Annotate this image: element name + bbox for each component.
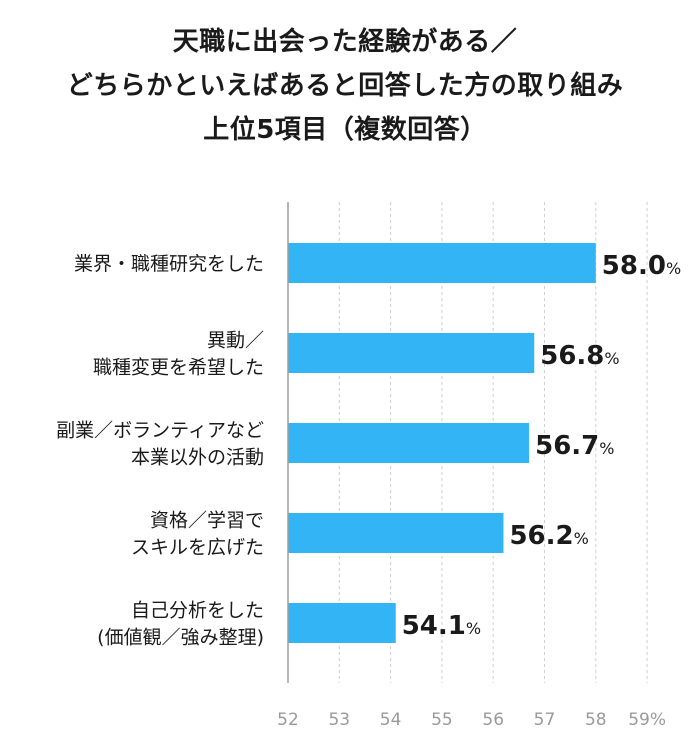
- bar-2: [288, 333, 535, 373]
- x-tick-label-6: 57: [534, 710, 556, 730]
- value-label-number: 58.0: [602, 251, 666, 281]
- value-label-unit: %: [599, 439, 614, 458]
- value-label-3: 56.7%: [535, 431, 614, 461]
- category-label-4-line-1: 資格／学習で: [150, 510, 264, 532]
- x-tick-label-2: 53: [328, 710, 350, 730]
- value-label-number: 56.7: [535, 431, 599, 461]
- value-label-unit: %: [604, 349, 619, 368]
- bar-1: [288, 243, 596, 283]
- value-label-number: 56.2: [509, 521, 573, 551]
- x-tick-label-3: 54: [380, 710, 402, 730]
- value-label-2: 56.8%: [540, 341, 619, 371]
- category-label-3-line-2: 本業以外の活動: [131, 447, 264, 469]
- x-tick-label-8: 59%: [628, 710, 666, 730]
- x-tick-label-7: 58: [585, 710, 607, 730]
- category-label-3-line-1: 副業／ボランティアなど: [56, 420, 264, 442]
- value-label-number: 56.8: [540, 341, 604, 371]
- value-label-unit: %: [466, 619, 481, 638]
- category-label-5-line-2: (価値観／強み整理): [97, 627, 264, 649]
- category-label-5-line-1: 自己分析をした: [131, 600, 264, 622]
- x-tick-label-5: 56: [482, 710, 504, 730]
- value-label-unit: %: [574, 529, 589, 548]
- value-label-1: 58.0%: [602, 251, 681, 281]
- x-tick-label-1: 52: [277, 710, 299, 730]
- bar-3: [288, 423, 530, 463]
- chart-title: 天職に出会った経験がある／ どちらかといえばあると回答した方の取り組み 上位5項…: [0, 20, 690, 152]
- category-label-1-line-1: 業界・職種研究をした: [74, 253, 264, 275]
- category-label-2-line-2: 職種変更を希望した: [93, 357, 264, 379]
- chart-title-line-1: 天職に出会った経験がある／: [172, 27, 518, 57]
- value-label-5: 54.1%: [402, 611, 481, 641]
- category-label-2-line-1: 異動／: [207, 330, 264, 352]
- category-label-4-line-2: スキルを広げた: [131, 537, 264, 559]
- value-label-unit: %: [666, 259, 681, 278]
- value-label-4: 56.2%: [509, 521, 588, 551]
- x-tick-label-4: 55: [431, 710, 453, 730]
- bar-5: [288, 603, 396, 643]
- chart-title-line-3: 上位5項目（複数回答）: [203, 115, 487, 145]
- chart-title-line-2: どちらかといえばあると回答した方の取り組み: [66, 71, 624, 101]
- value-label-number: 54.1: [402, 611, 466, 641]
- bar-4: [288, 513, 504, 553]
